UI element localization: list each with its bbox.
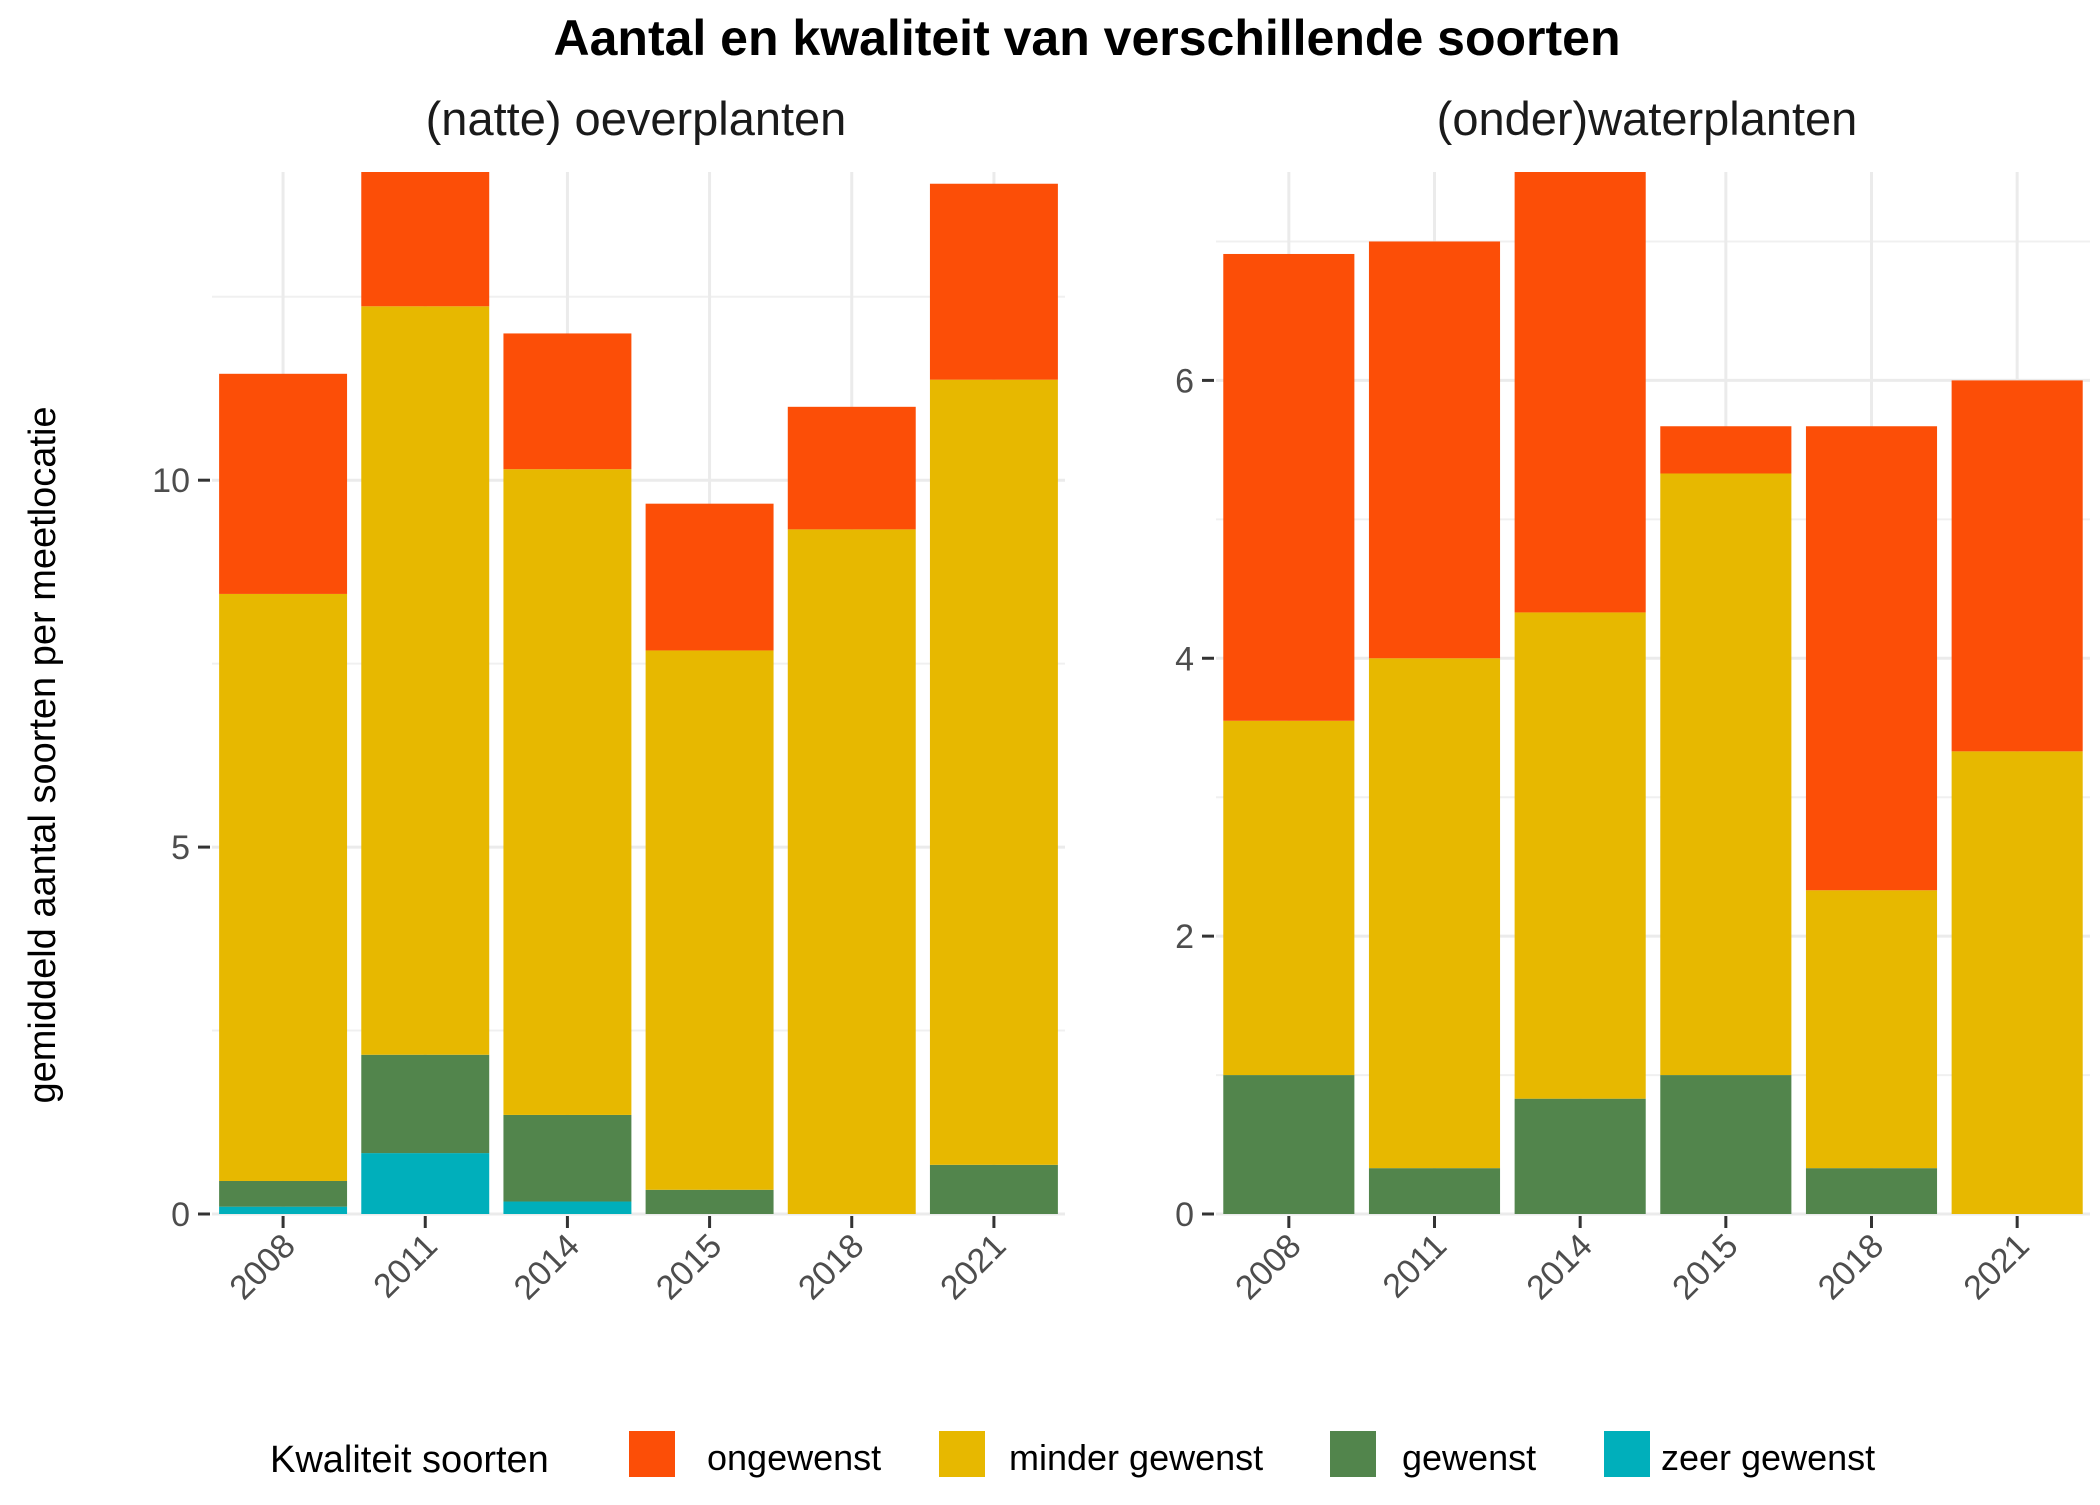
- bar-gewenst-2014: [503, 1114, 632, 1202]
- bar-gewenst-2011: [1368, 1168, 1501, 1214]
- bar-ongewenst-2021: [929, 183, 1058, 380]
- x-tick-label: 2008: [1228, 1227, 1308, 1307]
- bar-ongewenst-2014: [1514, 172, 1646, 613]
- bar-ongewenst-2011: [1368, 241, 1501, 659]
- bar-minder-gewenst-2015: [1660, 473, 1792, 1076]
- legend-label-ongewenst: ongewenst: [707, 1437, 881, 1478]
- x-tick-label: 2018: [791, 1227, 871, 1307]
- panel-title: (natte) oeverplanten: [426, 92, 847, 145]
- panel-title: (onder)waterplanten: [1437, 92, 1858, 145]
- x-tick-label: 2015: [649, 1227, 729, 1307]
- x-tick-label: 2011: [1376, 1227, 1455, 1306]
- bar-ongewenst-2018: [1805, 426, 1938, 891]
- x-tick-label: 2014: [507, 1227, 587, 1307]
- legend-label-gewenst: gewenst: [1402, 1437, 1536, 1478]
- x-tick-label: 2021: [933, 1227, 1013, 1307]
- x-tick-label: 2011: [366, 1227, 445, 1306]
- bar-minder-gewenst-2015: [645, 650, 774, 1190]
- y-tick-label: 4: [1175, 640, 1194, 678]
- legend-swatch-zeer-gewenst: [1604, 1431, 1650, 1477]
- bar-ongewenst-2015: [1660, 426, 1792, 474]
- bar-zeer-gewenst-2008: [219, 1206, 348, 1214]
- bar-ongewenst-2015: [645, 503, 774, 651]
- panel-2: (onder)waterplanten 0 2 4 6 2008 2011 2014 2015 2…: [1175, 92, 2090, 1307]
- bar-ongewenst-2011: [361, 172, 490, 307]
- legend: Kwaliteit soorten ongewenst minder gewen…: [270, 1431, 1875, 1481]
- bar-minder-gewenst-2014: [503, 469, 632, 1115]
- bar-minder-gewenst-2018: [1805, 890, 1938, 1169]
- y-tick-label: 5: [171, 829, 190, 867]
- bar-minder-gewenst-2021: [929, 379, 1058, 1165]
- chart-title: Aantal en kwaliteit van verschillende so…: [553, 10, 1620, 66]
- y-tick-label: 6: [1175, 362, 1194, 400]
- bar-ongewenst-2014: [503, 333, 632, 470]
- legend-label-zeer-gewenst: zeer gewenst: [1661, 1437, 1875, 1478]
- bar-gewenst-2018: [1805, 1168, 1938, 1214]
- y-tick-label: 0: [171, 1196, 190, 1234]
- bar-gewenst-2014: [1514, 1098, 1646, 1214]
- chart-panels: (natte) oeverplanten 0 5 10 2008 2011 2014 2015…: [152, 92, 2090, 1307]
- bar-minder-gewenst-2008: [219, 593, 348, 1181]
- legend-swatch-minder-gewenst: [939, 1431, 985, 1477]
- y-axis-label: gemiddeld aantal soorten per meetlocatie: [22, 406, 64, 1103]
- y-tick-label: 2: [1175, 918, 1194, 956]
- x-tick-label: 2018: [1811, 1227, 1891, 1307]
- bar-gewenst-2015: [1660, 1075, 1792, 1214]
- legend-swatch-gewenst: [1330, 1431, 1376, 1477]
- bar-minder-gewenst-2011: [361, 306, 490, 1055]
- x-tick-label: 2014: [1519, 1227, 1599, 1307]
- bar-zeer-gewenst-2014: [503, 1201, 632, 1214]
- legend-label-minder-gewenst: minder gewenst: [1009, 1437, 1263, 1478]
- y-tick-label: 0: [1175, 1196, 1194, 1234]
- bar-gewenst-2011: [361, 1054, 490, 1154]
- bar-minder-gewenst-2008: [1223, 720, 1355, 1076]
- legend-swatch-ongewenst: [629, 1431, 675, 1477]
- bar-ongewenst-2008: [219, 373, 348, 594]
- bar-gewenst-2008: [1223, 1075, 1355, 1214]
- bar-minder-gewenst-2014: [1514, 612, 1646, 1099]
- bar-gewenst-2008: [219, 1180, 348, 1207]
- bar-minder-gewenst-2011: [1368, 658, 1501, 1169]
- y-tick-label: 10: [152, 462, 190, 500]
- panel-1: (natte) oeverplanten 0 5 10 2008 2011 2014 2015…: [152, 92, 1065, 1307]
- bar-minder-gewenst-2021: [1951, 751, 2083, 1214]
- bar-ongewenst-2008: [1223, 253, 1355, 721]
- bar-ongewenst-2021: [1951, 380, 2083, 752]
- bar-ongewenst-2018: [787, 406, 916, 530]
- bar-gewenst-2021: [929, 1164, 1058, 1214]
- x-tick-label: 2008: [222, 1227, 302, 1307]
- bar-zeer-gewenst-2011: [361, 1153, 490, 1214]
- legend-title: Kwaliteit soorten: [270, 1439, 549, 1481]
- x-tick-label: 2021: [1956, 1227, 2036, 1307]
- x-tick-label: 2015: [1665, 1227, 1745, 1307]
- bar-gewenst-2015: [645, 1189, 774, 1214]
- bar-minder-gewenst-2018: [787, 529, 916, 1214]
